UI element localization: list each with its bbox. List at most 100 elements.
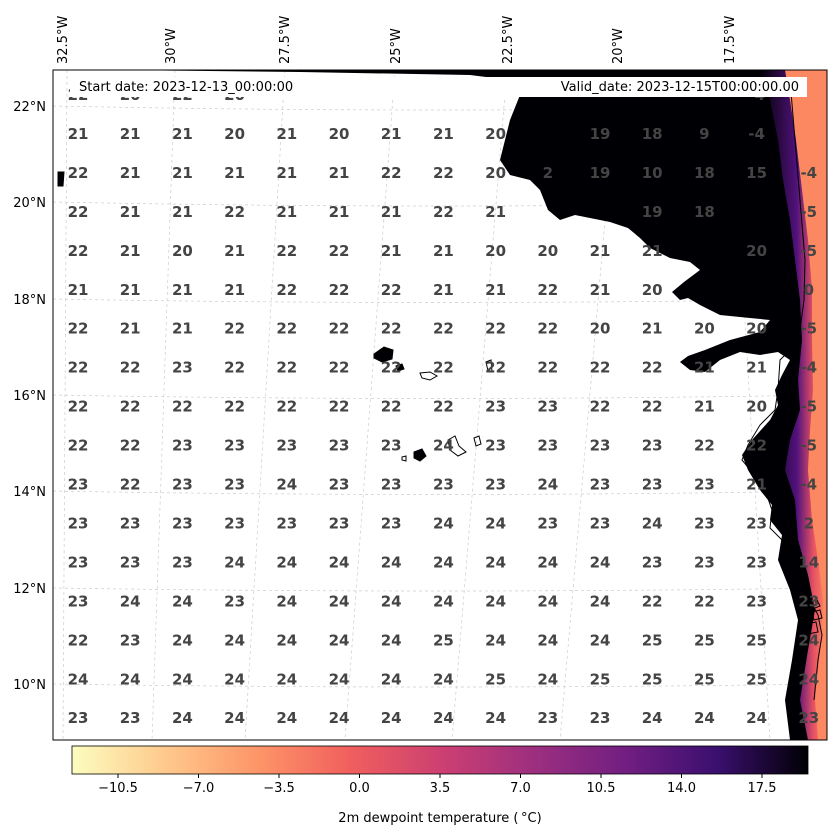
grid-value: 22 bbox=[381, 320, 402, 338]
grid-value: 22 bbox=[642, 359, 663, 377]
gridline-lat bbox=[53, 105, 827, 111]
grid-value: 25 bbox=[746, 631, 767, 649]
grid-value: 21 bbox=[120, 242, 141, 260]
grid-value: 21 bbox=[381, 242, 402, 260]
dewpoint-value-grid: 22202220-421212120212021212019189-422212… bbox=[68, 86, 820, 727]
grid-value: 24 bbox=[433, 515, 454, 533]
grid-value: 21 bbox=[433, 125, 454, 143]
start-date-label: Start date: 2023-12-13_00:00:00 bbox=[79, 80, 293, 95]
grid-value: 21 bbox=[172, 164, 193, 182]
grid-value: 24 bbox=[798, 670, 819, 688]
coastline-contour bbox=[741, 79, 823, 701]
grid-value: 22 bbox=[642, 398, 663, 416]
grid-value: 20 bbox=[537, 242, 558, 260]
grid-value: 20 bbox=[485, 242, 506, 260]
grid-value: 21 bbox=[120, 281, 141, 299]
grid-value: 24 bbox=[276, 670, 297, 688]
grid-value: -5 bbox=[800, 437, 817, 455]
grid-value: 22 bbox=[329, 242, 350, 260]
grid-value: 25 bbox=[642, 631, 663, 649]
grid-value: 23 bbox=[120, 631, 141, 649]
grid-value: 24 bbox=[537, 553, 558, 571]
island bbox=[401, 455, 407, 462]
grid-value: 21 bbox=[224, 164, 245, 182]
grid-value: 22 bbox=[276, 281, 297, 299]
grid-value: 20 bbox=[485, 164, 506, 182]
grid-value: 23 bbox=[433, 476, 454, 494]
grid-value: 21 bbox=[590, 242, 611, 260]
grid-value: 24 bbox=[381, 553, 402, 571]
grid-value: 10 bbox=[642, 164, 663, 182]
grid-value: 22 bbox=[329, 281, 350, 299]
gridline-lon bbox=[151, 70, 176, 740]
longitude-labels: 32.5°W 30°W 27.5°W 25°W 22.5°W 20°W 17.5… bbox=[56, 16, 738, 64]
grid-value: 22 bbox=[68, 437, 89, 455]
colorbar-tick-label: −10.5 bbox=[98, 781, 138, 796]
grid-value: 25 bbox=[694, 670, 715, 688]
lon-label: 22.5°W bbox=[501, 16, 516, 64]
island bbox=[804, 595, 821, 611]
valid-date-label: Valid_date: 2023-12-15T00:00:00.00 bbox=[561, 80, 799, 95]
grid-value: 21 bbox=[329, 164, 350, 182]
grid-value: 22 bbox=[276, 320, 297, 338]
grid-value: 24 bbox=[485, 515, 506, 533]
grid-value: 22 bbox=[537, 281, 558, 299]
grid-value: 21 bbox=[172, 320, 193, 338]
colorbar-tick-label: 3.5 bbox=[430, 781, 451, 796]
grid-value: 24 bbox=[329, 670, 350, 688]
grid-value: 21 bbox=[433, 242, 454, 260]
grid-value: 24 bbox=[433, 437, 454, 455]
grid-value: 23 bbox=[746, 553, 767, 571]
lon-label: 20°W bbox=[611, 28, 626, 64]
grid-value: 23 bbox=[798, 592, 819, 610]
grid-value: 24 bbox=[642, 709, 663, 727]
grid-value: 23 bbox=[381, 476, 402, 494]
grid-value: 21 bbox=[120, 125, 141, 143]
island bbox=[447, 435, 467, 457]
grid-value: 22 bbox=[68, 320, 89, 338]
gridline-lat bbox=[53, 683, 827, 688]
colorbar-tick-label: 10.5 bbox=[587, 781, 616, 796]
grid-value: 22 bbox=[537, 320, 558, 338]
grid-value: -5 bbox=[800, 242, 817, 260]
grid-value: 22 bbox=[694, 592, 715, 610]
gridline-lon bbox=[451, 70, 508, 740]
grid-value: 25 bbox=[694, 631, 715, 649]
grid-value: 20 bbox=[224, 125, 245, 143]
grid-value: 23 bbox=[172, 515, 193, 533]
grid-value: 22 bbox=[485, 320, 506, 338]
grid-value: 24 bbox=[68, 670, 89, 688]
grid-value: 25 bbox=[642, 670, 663, 688]
gridline-lon bbox=[344, 70, 396, 740]
island bbox=[419, 371, 439, 381]
lon-label: 27.5°W bbox=[278, 16, 293, 64]
grid-value: 2 bbox=[804, 515, 814, 533]
colorbar bbox=[71, 745, 809, 775]
grid-value: 2 bbox=[543, 164, 553, 182]
grid-value: 21 bbox=[172, 203, 193, 221]
grid-value: 23 bbox=[694, 553, 715, 571]
grid-value: 19 bbox=[642, 203, 663, 221]
grid-value: 21 bbox=[120, 203, 141, 221]
grid-value: 21 bbox=[381, 125, 402, 143]
grid-value: 23 bbox=[224, 515, 245, 533]
grid-value: 23 bbox=[642, 476, 663, 494]
grid-value: -4 bbox=[800, 164, 817, 182]
grid-value: 24 bbox=[433, 592, 454, 610]
lon-label: 32.5°W bbox=[56, 16, 71, 64]
island bbox=[805, 621, 819, 635]
map-frame bbox=[52, 69, 828, 741]
grid-value: 22 bbox=[694, 437, 715, 455]
lon-label: 30°W bbox=[164, 28, 179, 64]
grid-value: 23 bbox=[485, 476, 506, 494]
grid-value: 21 bbox=[172, 125, 193, 143]
grid-value: 22 bbox=[329, 320, 350, 338]
grid-value: 21 bbox=[642, 242, 663, 260]
grid-value: 23 bbox=[120, 515, 141, 533]
grid-value: 22 bbox=[433, 164, 454, 182]
grid-value: -4 bbox=[748, 125, 765, 143]
grid-value: 23 bbox=[172, 359, 193, 377]
grid-value: 24 bbox=[537, 476, 558, 494]
grid-value: 22 bbox=[381, 398, 402, 416]
grid-value: 22 bbox=[485, 359, 506, 377]
